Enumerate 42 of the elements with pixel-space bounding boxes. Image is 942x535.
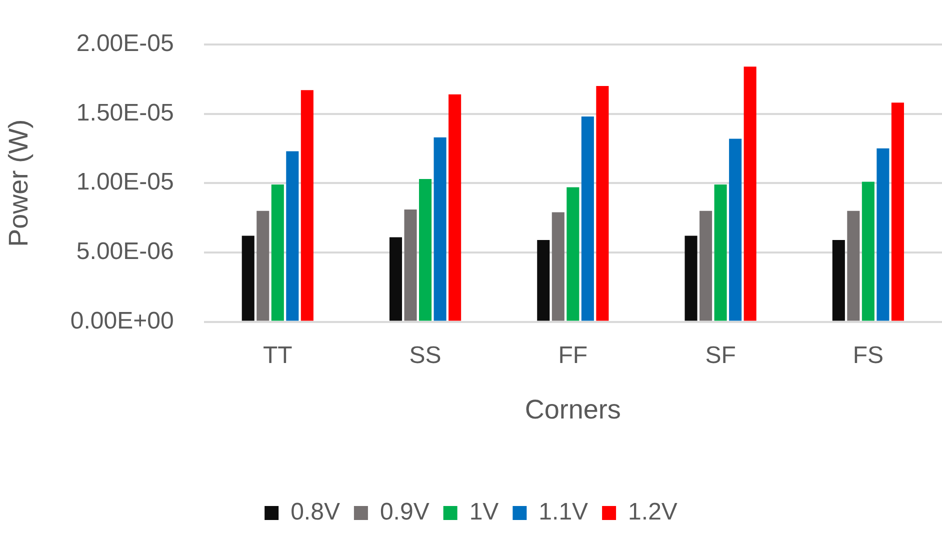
bar [684,236,698,321]
legend-label: 0.8V [290,498,340,526]
bar [552,212,564,321]
legend-label: 1V [469,498,499,526]
x-tick-label: TT [262,342,293,369]
x-axis-title: Corners [524,394,621,424]
x-tick-label: FS [852,342,884,369]
x-tick-label: SS [409,342,442,369]
x-tick-label: FF [558,342,588,369]
y-tick-label: 1.50E-05 [76,99,174,126]
legend-label: 1.2V [628,498,678,526]
bar [434,137,446,321]
y-tick-label: 1.00E-05 [76,168,174,196]
bar [891,102,904,321]
bar [300,90,314,321]
bar [581,116,594,321]
bar [404,209,417,321]
bar [537,240,550,321]
bar [271,184,284,321]
bar [448,94,462,321]
y-tick-label: 0.00E+00 [70,307,174,334]
bar [847,210,860,321]
y-tick-label: 2.00E-05 [76,30,174,58]
bar [286,151,299,321]
y-tick-label: 5.00E-06 [76,238,174,266]
bar [242,236,254,321]
bar [700,210,712,321]
x-tick-label: SF [705,342,736,369]
bar [256,210,270,321]
bar [729,138,742,321]
y-axis-title: Power (W) [4,119,34,247]
bar [419,178,432,321]
bar [596,86,609,321]
bar [832,240,845,321]
bar [862,182,874,321]
bar [744,66,756,321]
bar [714,184,727,321]
legend-label: 1.1V [538,498,588,526]
bar [389,237,402,321]
legend-label: 0.9V [380,498,430,526]
bar [566,187,580,321]
bar [876,148,890,321]
